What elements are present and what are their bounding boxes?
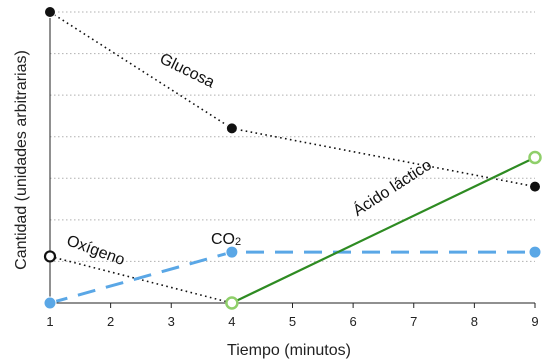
point-co2-1 bbox=[225, 245, 239, 259]
y-axis-title: Cantidad (unidades arbitrarias) bbox=[13, 50, 30, 270]
point-acido-lactico-1 bbox=[528, 150, 542, 165]
co2-label-main: CO bbox=[211, 231, 235, 248]
series-label-acido-lactico: Ácido láctico bbox=[349, 155, 435, 220]
series-line-oxigeno bbox=[49, 255, 233, 304]
labels: Tiempo (minutos) Cantidad (unidades arbi… bbox=[13, 50, 435, 359]
point-co2-0 bbox=[43, 296, 57, 310]
series-label-oxigeno: Oxígeno bbox=[64, 232, 127, 269]
x-axis-title: Tiempo (minutos) bbox=[227, 342, 351, 359]
point-acido-lactico-0 bbox=[225, 296, 239, 310]
x-tick-label-1: 1 bbox=[46, 314, 53, 329]
point-glucosa-1 bbox=[225, 122, 238, 135]
series-label-glucosa: Glucosa bbox=[157, 50, 217, 91]
series-line-acido-lactico bbox=[231, 156, 536, 304]
series-line-glucosa bbox=[49, 11, 536, 188]
x-tick-label-3: 3 bbox=[168, 314, 175, 329]
x-tick-label-4: 4 bbox=[228, 314, 235, 329]
point-co2-2 bbox=[528, 245, 542, 259]
point-glucosa-0 bbox=[44, 6, 56, 18]
x-tick-label-5: 5 bbox=[289, 314, 296, 329]
x-tick-label-8: 8 bbox=[471, 314, 478, 329]
point-glucosa-2 bbox=[529, 180, 541, 193]
x-tick-label-6: 6 bbox=[350, 314, 357, 329]
x-tick-label-7: 7 bbox=[410, 314, 417, 329]
axes: 1 2 3 4 5 6 7 8 9 bbox=[46, 8, 539, 329]
point-oxigeno-0 bbox=[43, 250, 57, 263]
co2-label-subscript: 2 bbox=[235, 236, 241, 248]
x-tick-label-2: 2 bbox=[107, 314, 114, 329]
markers bbox=[43, 6, 542, 310]
x-tick-label-9: 9 bbox=[531, 314, 538, 329]
grid bbox=[50, 11, 535, 262]
series-label-co2: CO2 bbox=[211, 231, 241, 248]
